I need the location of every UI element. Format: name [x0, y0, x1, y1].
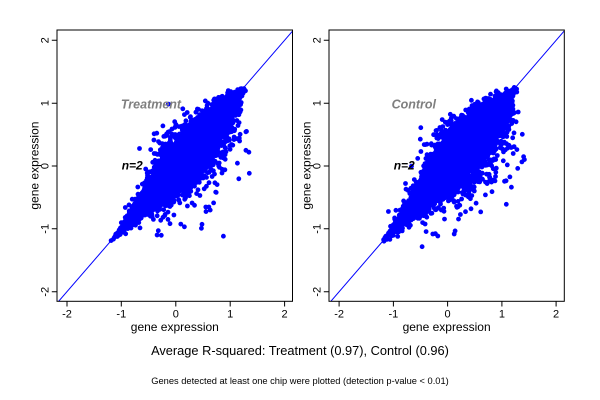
svg-text:Average R-squared: Treatment (: Average R-squared: Treatment (0.97), Con… — [151, 343, 449, 358]
svg-text:-1: -1 — [312, 224, 324, 234]
svg-text:2: 2 — [312, 37, 324, 43]
svg-text:-2: -2 — [334, 309, 344, 321]
svg-text:gene expression: gene expression — [299, 122, 313, 210]
svg-text:1: 1 — [499, 309, 505, 321]
svg-text:-2: -2 — [62, 309, 72, 321]
svg-text:1: 1 — [40, 100, 52, 106]
svg-text:-1: -1 — [40, 224, 52, 234]
svg-text:0: 0 — [40, 163, 52, 169]
svg-text:gene expression: gene expression — [27, 122, 41, 210]
svg-text:2: 2 — [282, 309, 288, 321]
svg-text:2: 2 — [553, 309, 559, 321]
svg-text:1: 1 — [227, 309, 233, 321]
svg-text:-2: -2 — [40, 287, 52, 297]
svg-text:2: 2 — [40, 37, 52, 43]
svg-text:Treatment: Treatment — [121, 97, 182, 111]
svg-text:n=2: n=2 — [394, 159, 415, 173]
svg-text:-1: -1 — [116, 309, 126, 321]
svg-text:Genes detected at least one ch: Genes detected at least one chip were pl… — [151, 376, 448, 386]
svg-text:0: 0 — [445, 309, 451, 321]
svg-text:gene expression: gene expression — [131, 320, 219, 334]
svg-text:n=2: n=2 — [122, 159, 143, 173]
svg-text:gene expression: gene expression — [403, 320, 491, 334]
svg-text:0: 0 — [312, 163, 324, 169]
svg-text:-1: -1 — [389, 309, 399, 321]
svg-text:Control: Control — [392, 97, 437, 111]
svg-text:-2: -2 — [312, 287, 324, 297]
svg-text:1: 1 — [312, 100, 324, 106]
svg-text:0: 0 — [173, 309, 179, 321]
